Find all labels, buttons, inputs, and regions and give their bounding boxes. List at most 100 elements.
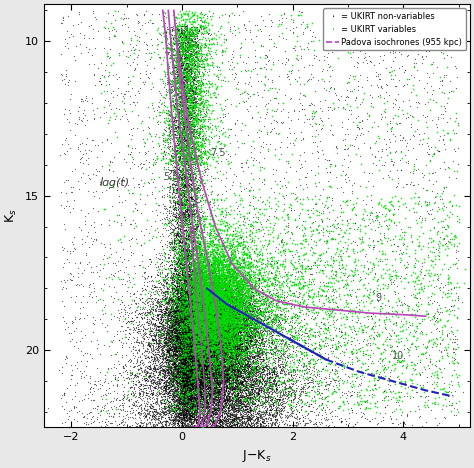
- Point: [226, 314, 234, 322]
- Point: [202, 352, 210, 359]
- Point: [177, 107, 185, 114]
- Point: [300, 351, 308, 359]
- Point: [344, 220, 351, 227]
- Point: [374, 122, 382, 130]
- Point: [173, 307, 181, 314]
- Point: [231, 357, 238, 365]
- Point: [226, 365, 234, 373]
- Point: [203, 295, 210, 303]
- Point: [219, 322, 227, 329]
- Point: [174, 202, 182, 210]
- Point: [235, 405, 242, 412]
- Point: [212, 395, 220, 402]
- Point: [192, 293, 200, 300]
- Point: [230, 247, 238, 255]
- Point: [151, 405, 158, 412]
- Point: [222, 323, 229, 330]
- Point: [220, 346, 228, 353]
- Point: [237, 330, 245, 337]
- Point: [173, 117, 180, 124]
- Point: [234, 363, 242, 371]
- Point: [173, 176, 181, 184]
- Point: [169, 285, 176, 292]
- Point: [186, 219, 194, 226]
- Point: [433, 228, 441, 235]
- Point: [181, 364, 188, 371]
- Point: [180, 261, 187, 268]
- Point: [233, 334, 240, 342]
- Point: [164, 369, 172, 376]
- Point: [222, 373, 230, 380]
- Point: [201, 299, 208, 306]
- Point: [187, 314, 195, 322]
- Point: [155, 307, 162, 314]
- Point: [146, 362, 153, 370]
- Point: [168, 247, 175, 254]
- Point: [323, 397, 330, 404]
- Point: [223, 392, 231, 399]
- Point: [211, 349, 219, 356]
- Point: [182, 247, 189, 254]
- Point: [210, 330, 218, 337]
- Point: [183, 310, 191, 317]
- Point: [194, 310, 202, 318]
- Point: [194, 323, 202, 330]
- Point: [227, 347, 234, 354]
- Point: [197, 272, 205, 280]
- Point: [189, 152, 197, 159]
- Point: [194, 331, 202, 338]
- Point: [334, 343, 342, 350]
- Point: [214, 331, 221, 339]
- Point: [181, 370, 189, 378]
- Point: [177, 79, 185, 86]
- Point: [244, 361, 251, 369]
- Point: [209, 318, 216, 325]
- Point: [212, 319, 220, 327]
- Point: [163, 388, 170, 395]
- Point: [185, 213, 193, 221]
- Point: [196, 403, 204, 411]
- Point: [241, 280, 248, 288]
- Point: [211, 415, 219, 423]
- Point: [231, 299, 238, 307]
- Point: [137, 404, 145, 411]
- Point: [286, 130, 293, 137]
- Point: [188, 261, 195, 268]
- Point: [190, 304, 198, 312]
- Point: [196, 302, 204, 310]
- Point: [110, 363, 118, 371]
- Point: [179, 332, 187, 340]
- Point: [219, 241, 226, 249]
- Point: [298, 304, 305, 311]
- Point: [216, 316, 223, 324]
- Point: [81, 212, 89, 220]
- Point: [198, 395, 206, 402]
- Point: [208, 394, 215, 402]
- Point: [418, 216, 426, 223]
- Point: [161, 417, 169, 424]
- Point: [231, 325, 238, 333]
- Point: [173, 168, 181, 175]
- Point: [165, 394, 173, 401]
- Point: [352, 96, 359, 104]
- Point: [198, 377, 205, 385]
- Point: [288, 366, 295, 374]
- Point: [212, 256, 220, 263]
- Point: [204, 340, 212, 347]
- Point: [203, 334, 210, 342]
- Point: [192, 128, 200, 135]
- Point: [220, 287, 228, 294]
- Point: [210, 358, 217, 365]
- Point: [295, 417, 303, 424]
- Point: [193, 114, 201, 122]
- Point: [156, 322, 164, 330]
- Point: [440, 202, 448, 209]
- Point: [164, 112, 172, 119]
- Point: [208, 312, 216, 320]
- Point: [102, 387, 109, 394]
- Point: [265, 367, 273, 375]
- Point: [196, 361, 204, 369]
- Point: [246, 250, 254, 257]
- Point: [228, 322, 236, 329]
- Point: [159, 331, 167, 338]
